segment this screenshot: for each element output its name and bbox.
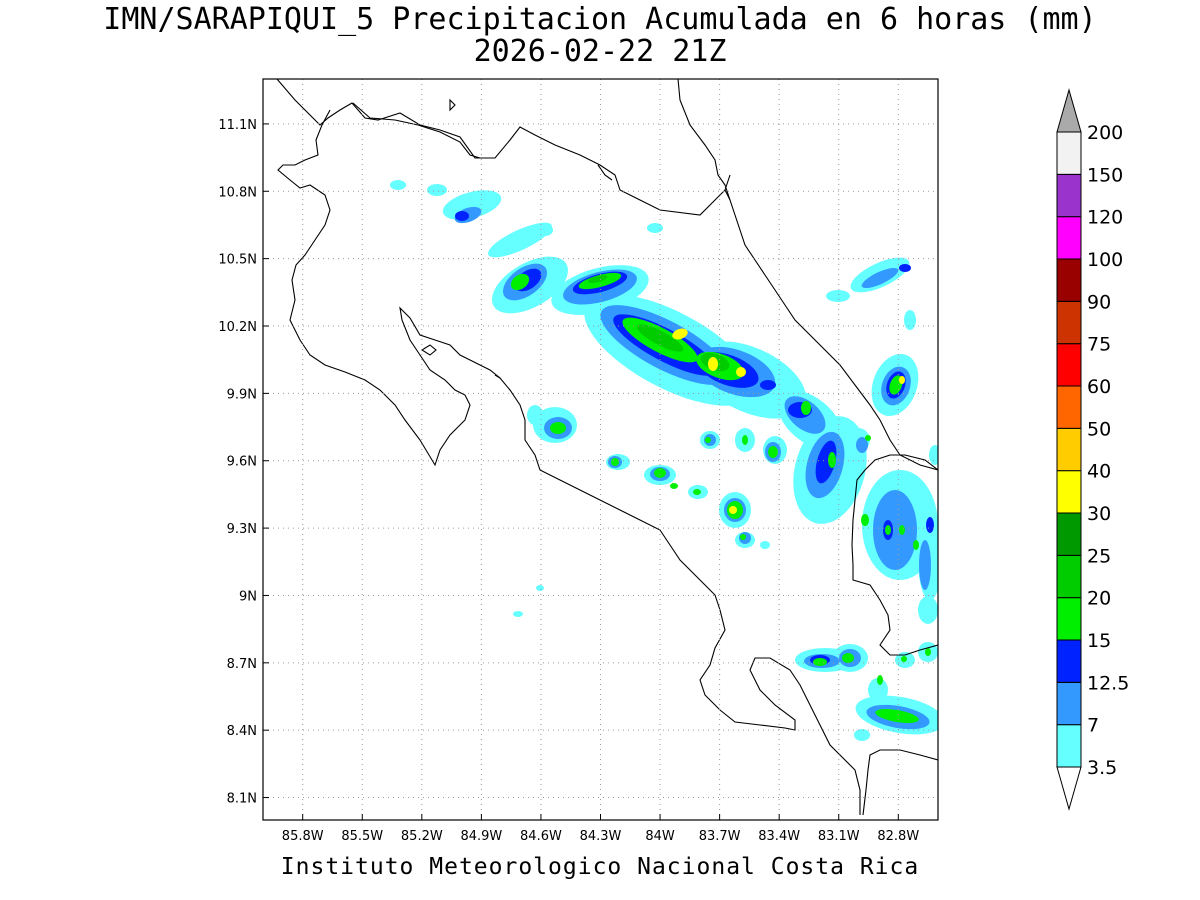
lon-tick-label: 83.7W [699,829,741,844]
precipitation-field [390,180,938,741]
colorbar-under-arrow [1056,766,1082,811]
colorbar-level-label: 200 [1087,122,1123,144]
colorbar-swatch [1056,427,1082,472]
colorbar-level-label: 7 [1087,715,1099,737]
lat-tick-label: 10.2N [218,320,257,335]
colorbar-swatch [1056,470,1082,514]
colorbar-level-label: 20 [1087,588,1111,610]
lon-tick-label: 84.6W [520,829,562,844]
colorbar-level-label: 15 [1087,630,1111,652]
colorbar-swatch [1056,216,1082,260]
colorbar-swatch [1056,597,1082,641]
map-grid [263,79,938,820]
colorbar-over-arrow [1056,88,1082,133]
lat-tick-label: 9.9N [227,387,257,402]
colorbar-swatch [1056,343,1082,387]
lat-tick-label: 10.8N [218,185,257,200]
colorbar-swatch [1056,681,1082,726]
colorbar-level-label: 100 [1087,249,1123,271]
lat-tick-label: 8.7N [227,657,257,672]
colorbar-level-label: 120 [1087,207,1123,229]
colorbar-level-label: 150 [1087,164,1123,186]
lon-tick-label: 85.2W [401,829,443,844]
lon-tick-label: 84.9W [460,829,502,844]
colorbar-level-label: 3.5 [1087,757,1117,779]
colorbar-swatch [1056,131,1082,175]
map-title: IMN/SARAPIQUI_5 Precipitacion Acumulada … [103,2,1097,37]
map-timestamp: 2026-02-22 21Z [473,34,727,69]
colorbar-swatch [1056,258,1082,302]
lon-tick-label: 84.3W [580,829,622,844]
latitude-axis: 11.1N 10.8N 10.5N 10.2N 9.9N 9.6N 9.3N 9N 8.7N 8.… [218,118,269,807]
colorbar-level-label: 75 [1087,334,1111,356]
lat-tick-label: 9.6N [227,455,257,470]
colorbar-swatch [1056,639,1082,683]
colorbar-swatch [1056,724,1082,768]
footer-credit: Instituto Meteorologico Nacional Costa R… [280,854,920,880]
colorbar-level-label: 30 [1087,503,1111,525]
colorbar-swatch [1056,173,1082,218]
lon-tick-label: 83.1W [818,829,860,844]
lat-tick-label: 11.1N [218,118,257,133]
lon-tick-label: 85.8W [282,829,324,844]
lat-tick-label: 9.3N [227,522,257,537]
lat-tick-label: 9N [239,589,257,604]
lat-tick-label: 8.4N [227,724,257,739]
colorbar-swatch [1056,512,1082,556]
coastline [276,79,938,816]
colorbar-level-label: 50 [1087,418,1111,440]
lat-tick-label: 10.5N [218,253,257,268]
colorbar-level-label: 60 [1087,376,1111,398]
colorbar-swatch [1056,554,1082,599]
colorbar-swatch [1056,385,1082,429]
colorbar: 3.5 7 12.5 15 20 25 30 40 50 60 75 90 100 120 150 200 [1056,88,1129,811]
colorbar-level-label: 40 [1087,461,1111,483]
colorbar-level-label: 12.5 [1087,672,1129,694]
longitude-axis: 85.8W 85.5W 85.2W 84.9W 84.6W 84.3W 84W 83.7W 83… [282,814,919,844]
colorbar-level-label: 90 [1087,291,1111,313]
colorbar-level-label: 25 [1087,545,1111,567]
lat-tick-label: 8.1N [227,792,257,807]
colorbar-swatch [1056,300,1082,345]
lon-tick-label: 83.4W [758,829,800,844]
lon-tick-label: 85.5W [341,829,383,844]
lon-tick-label: 82.8W [877,829,919,844]
lon-tick-label: 84W [645,829,675,844]
